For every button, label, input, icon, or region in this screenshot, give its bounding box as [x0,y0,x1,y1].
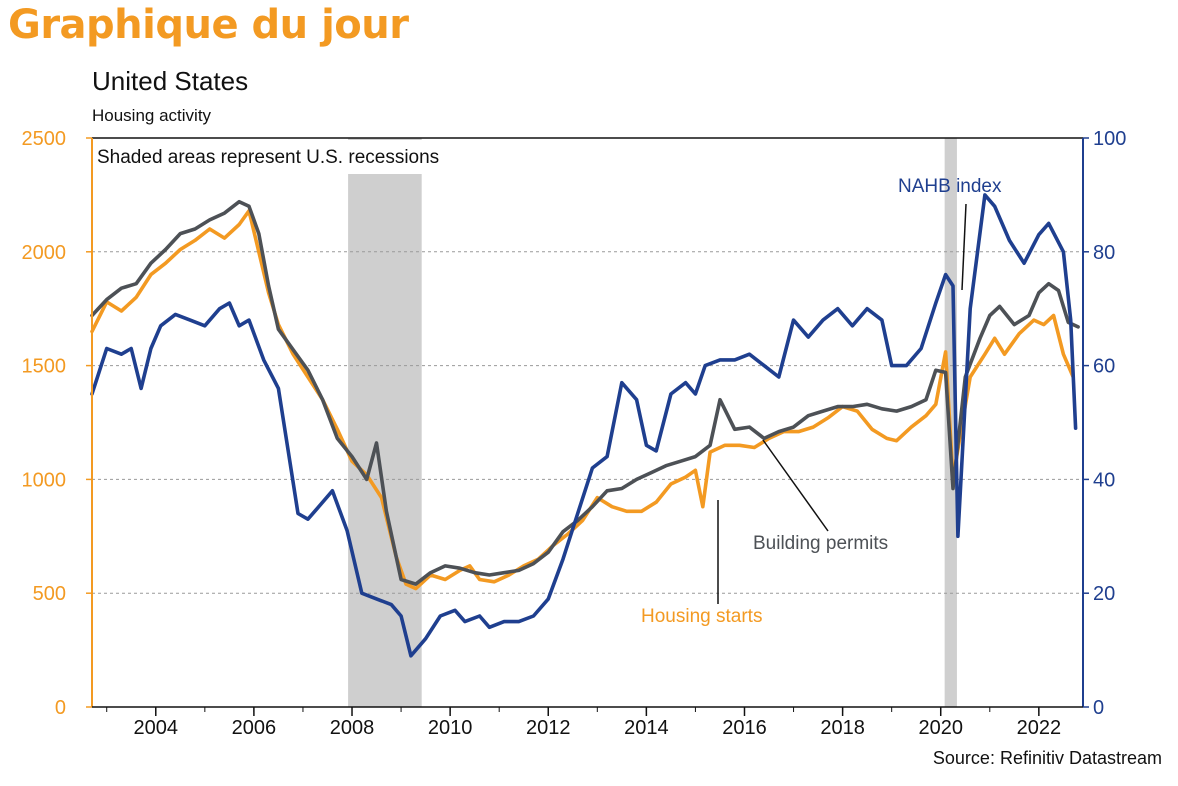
x-tick-label: 2012 [526,717,571,739]
x-tick-label: 2014 [624,717,669,739]
right-tick-label: 20 [1093,583,1115,605]
series-lines [90,193,1080,658]
x-tick-label: 2016 [722,717,767,739]
permits-pointer [762,439,829,532]
recession-note: Shaded areas represent U.S. recessions [97,147,439,168]
nahb-index-line [90,193,1078,658]
chart-subtitle: Housing activity [92,106,212,125]
recession-band [348,138,422,707]
left-tick-label: 1000 [22,469,67,491]
left-tick-label: 2500 [22,128,67,150]
left-tick-label: 500 [33,583,66,605]
axes: 0 500 1000 1500 2000 2500 0 20 40 60 80 100 2004 2006… [22,128,1127,739]
starts-label: Housing starts [641,606,762,627]
left-tick-label: 2000 [22,242,67,264]
gridlines [92,137,1083,594]
x-tick-label: 2020 [918,717,963,739]
x-tick-label: 2010 [428,717,473,739]
annotations: NAHB index Building permits Housing star… [641,176,1002,627]
banner-title: Graphique du jour [8,2,409,48]
chart-title: United States [92,66,249,96]
x-tick-label: 2008 [330,717,375,739]
right-tick-label: 80 [1093,242,1115,264]
right-tick-label: 0 [1093,697,1104,719]
left-tick-label: 1500 [22,356,67,378]
x-tick-label: 2018 [820,717,865,739]
building-permits-line [90,199,1080,586]
note-background [92,140,532,174]
right-tick-label: 100 [1093,128,1126,150]
x-tick-label: 2022 [1017,717,1062,739]
x-tick-label: 2004 [134,717,179,739]
permits-label: Building permits [753,533,888,554]
right-tick-label: 40 [1093,469,1115,491]
right-tick-label: 60 [1093,356,1115,378]
x-tick-label: 2006 [232,717,277,739]
nahb-pointer [961,203,967,291]
source-note: Source: Refinitiv Datastream [932,748,1162,768]
left-tick-label: 0 [55,697,66,719]
housing-starts-line [90,209,1075,591]
nahb-label: NAHB index [898,176,1002,197]
